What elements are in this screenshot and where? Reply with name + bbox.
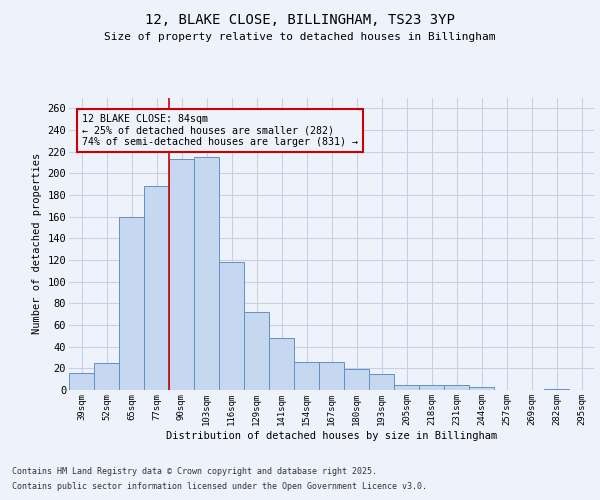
Bar (319, 362, 344, 390)
Bar (94, 363, 119, 390)
Bar (419, 384, 444, 390)
Bar (219, 262, 244, 390)
Bar (544, 389, 569, 390)
Bar (269, 338, 294, 390)
Text: 12 BLAKE CLOSE: 84sqm
← 25% of detached houses are smaller (282)
74% of semi-det: 12 BLAKE CLOSE: 84sqm ← 25% of detached … (82, 114, 358, 147)
Text: Contains HM Land Registry data © Crown copyright and database right 2025.: Contains HM Land Registry data © Crown c… (12, 467, 377, 476)
Bar (119, 216, 144, 390)
Text: Size of property relative to detached houses in Billingham: Size of property relative to detached ho… (104, 32, 496, 42)
X-axis label: Distribution of detached houses by size in Billingham: Distribution of detached houses by size … (166, 430, 497, 440)
Bar (469, 387, 494, 390)
Bar (344, 370, 369, 390)
Text: Contains public sector information licensed under the Open Government Licence v3: Contains public sector information licen… (12, 482, 427, 491)
Bar (294, 362, 319, 390)
Bar (369, 374, 394, 390)
Bar (394, 384, 419, 390)
Bar (244, 312, 269, 390)
Bar (194, 157, 219, 390)
Bar (69, 372, 94, 390)
Bar (444, 384, 469, 390)
Text: 12, BLAKE CLOSE, BILLINGHAM, TS23 3YP: 12, BLAKE CLOSE, BILLINGHAM, TS23 3YP (145, 12, 455, 26)
Bar (144, 186, 169, 390)
Y-axis label: Number of detached properties: Number of detached properties (32, 153, 42, 334)
Bar (169, 159, 194, 390)
